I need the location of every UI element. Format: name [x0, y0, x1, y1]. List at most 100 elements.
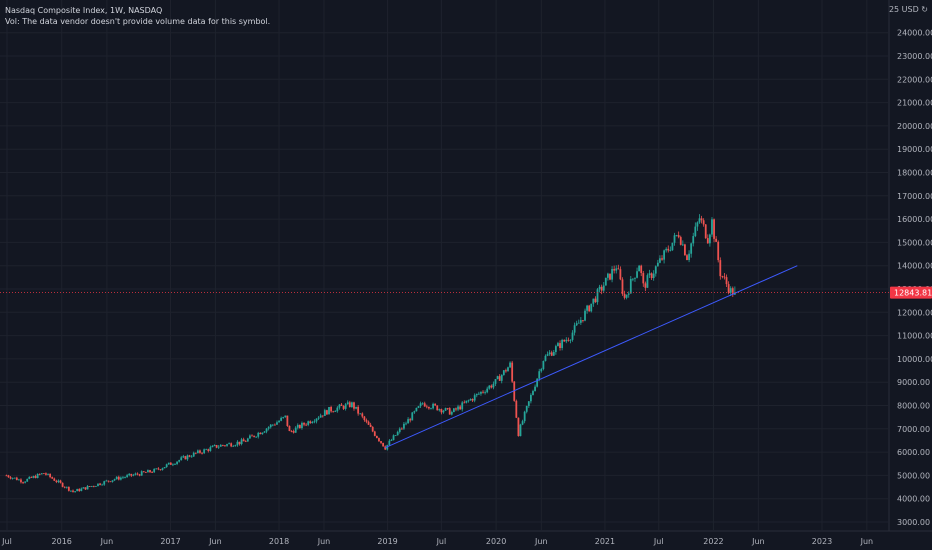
candle-body	[463, 402, 466, 404]
candle-body	[561, 339, 564, 349]
candle-body	[459, 406, 462, 410]
candle-body	[498, 376, 501, 381]
candle-body	[692, 236, 695, 244]
candle-body	[242, 439, 245, 442]
candle-body	[550, 352, 553, 356]
candle-body	[119, 477, 122, 480]
candle-body	[213, 445, 216, 446]
candle-body	[405, 423, 407, 425]
candle-body	[382, 442, 385, 447]
candle-body	[731, 288, 734, 295]
candle-body	[334, 411, 337, 412]
candle-body	[199, 450, 201, 453]
candle-body	[244, 441, 247, 443]
candle-body	[126, 475, 129, 478]
candle-body	[257, 432, 260, 437]
candle-body	[492, 383, 495, 388]
candle-body	[613, 269, 616, 271]
candle-body	[144, 472, 147, 473]
candle-body	[571, 332, 574, 340]
candle-body	[650, 273, 653, 279]
legend-symbol-title[interactable]: Nasdaq Composite Index, 1W, NASDAQ	[5, 6, 163, 15]
candle-body	[413, 411, 416, 413]
candle-body	[394, 435, 397, 437]
candle-body	[47, 473, 49, 475]
candle-body	[15, 477, 18, 481]
candle-body	[477, 393, 480, 395]
trendline[interactable]	[385, 265, 798, 449]
candle-body	[430, 408, 432, 410]
price-tick-label: 19000.00	[897, 145, 932, 154]
candle-body	[263, 431, 266, 433]
candle-body	[642, 273, 645, 284]
price-tick-label: 5000.00	[897, 471, 930, 480]
candle-body	[646, 275, 649, 288]
candle-body	[346, 402, 349, 405]
candle-body	[159, 469, 162, 471]
candle-body	[461, 402, 464, 410]
candle-body	[669, 250, 672, 251]
candle-body	[409, 419, 412, 421]
candle-body	[22, 482, 24, 484]
candle-body	[336, 407, 339, 412]
candle-body	[629, 278, 632, 294]
candle-body	[480, 391, 482, 394]
last-price-label: 12843.81	[894, 289, 932, 298]
candle-body	[234, 445, 237, 446]
candle-body	[172, 464, 174, 466]
candle-body	[686, 255, 688, 261]
candle-body	[203, 449, 206, 454]
time-tick-label: Jun	[317, 537, 331, 546]
candle-body	[690, 243, 693, 254]
candle-body	[388, 440, 391, 445]
candle-body	[311, 421, 314, 424]
candle-body	[396, 431, 399, 436]
candle-body	[511, 362, 514, 382]
candle-body	[130, 473, 133, 476]
candle-body	[82, 487, 85, 489]
price-tick-label: 6000.00	[897, 448, 930, 457]
candle-body	[147, 470, 149, 473]
time-tick-label: 2018	[269, 537, 289, 546]
candle-body	[280, 417, 283, 421]
candle-body	[419, 403, 422, 407]
candle-body	[369, 424, 372, 427]
candle-body	[284, 415, 287, 417]
candle-body	[240, 439, 243, 445]
candle-body	[554, 346, 557, 352]
candle-body	[540, 369, 543, 372]
candle-body	[400, 428, 403, 430]
candle-body	[546, 354, 549, 356]
candle-body	[9, 477, 12, 479]
time-tick-label: Jul	[653, 537, 664, 546]
candle-body	[221, 444, 224, 446]
time-tick-label: Jun	[208, 537, 222, 546]
candle-body	[151, 472, 153, 473]
candle-body	[421, 403, 424, 405]
time-tick-label: Jun	[534, 537, 548, 546]
candle-body	[644, 283, 647, 288]
candle-body	[586, 305, 588, 311]
candle-body	[523, 411, 526, 422]
candle-body	[452, 408, 455, 412]
currency-label[interactable]: 25 USD ↻	[888, 5, 928, 14]
candle-body	[74, 491, 76, 492]
price-tick-label: 12000.00	[897, 308, 932, 317]
candle-body	[169, 462, 172, 465]
candle-body	[538, 371, 541, 379]
candle-body	[303, 422, 305, 425]
candle-body	[344, 404, 347, 409]
candle-body	[688, 253, 690, 261]
candle-body	[355, 406, 357, 409]
candle-body	[49, 473, 52, 478]
candle-body	[442, 410, 445, 413]
candle-body	[390, 440, 393, 441]
candle-body	[527, 401, 530, 406]
candle-body	[45, 473, 47, 475]
last-price-badge	[890, 286, 932, 299]
candle-body	[631, 278, 634, 280]
candle-body	[17, 479, 20, 481]
